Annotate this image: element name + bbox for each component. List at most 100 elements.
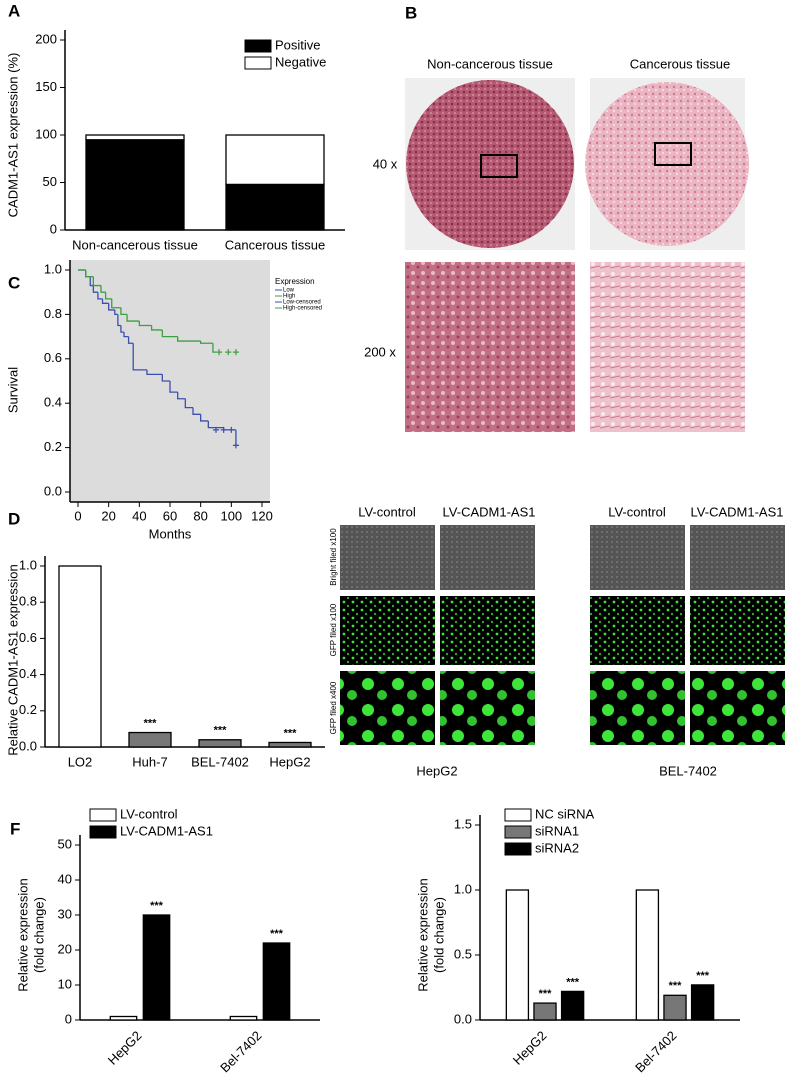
bar xyxy=(225,183,325,231)
legend-swatch xyxy=(244,56,272,70)
legend-title: Expression xyxy=(275,277,315,286)
image xyxy=(340,671,435,745)
significance-label: *** xyxy=(150,900,164,912)
y-tick-label: 0.6 xyxy=(19,630,37,645)
y-tick-label: 1.0 xyxy=(19,557,37,572)
image xyxy=(440,525,535,590)
legend-label: NC siRNA xyxy=(535,806,595,821)
significance-label: *** xyxy=(144,717,158,729)
row-label: GFP filed x400 xyxy=(329,681,338,734)
bar xyxy=(128,731,172,748)
survival-step xyxy=(150,325,163,331)
image xyxy=(590,671,685,745)
tissue-images xyxy=(405,78,749,432)
survival-step xyxy=(184,398,193,409)
x-tick-label: Huh-7 xyxy=(132,754,167,769)
censor-mark xyxy=(216,349,223,356)
y-tick-label: 0.0 xyxy=(454,1011,472,1026)
bar xyxy=(142,914,171,1021)
y-tick-label: 1.0 xyxy=(454,881,472,896)
column-label: LV-control xyxy=(358,504,416,519)
survival-step xyxy=(200,414,209,422)
zoom-box xyxy=(480,154,518,178)
image xyxy=(440,596,535,665)
bar xyxy=(225,134,325,186)
y-tick-label: 20 xyxy=(58,941,72,956)
bar xyxy=(560,990,585,1021)
legend-swatch xyxy=(504,825,532,839)
y-tick-label: 30 xyxy=(58,906,72,921)
x-tick-label: Bel-7402 xyxy=(217,1028,264,1075)
legend-label: High-censored xyxy=(283,306,322,312)
cell-line-label: HepG2 xyxy=(416,763,457,778)
column-label: LV-CADM1-AS1 xyxy=(443,504,536,519)
column-label: LV-control xyxy=(608,504,666,519)
x-tick-label: Cancerous tissue xyxy=(225,237,325,252)
bar xyxy=(663,994,687,1021)
image xyxy=(690,596,785,665)
survival-step xyxy=(127,336,134,344)
significance-label: *** xyxy=(669,980,683,992)
survival-step xyxy=(104,292,112,300)
bar xyxy=(109,1015,138,1021)
image xyxy=(405,262,575,432)
cell-line-label: BEL-7402 xyxy=(659,763,717,778)
column-label: Cancerous tissue xyxy=(630,56,730,71)
y-tick-label: 0 xyxy=(50,221,57,236)
survival-step xyxy=(97,292,103,300)
significance-label: *** xyxy=(566,976,580,988)
x-tick-label: BEL-7402 xyxy=(191,754,249,769)
bar xyxy=(690,984,715,1021)
x-tick-label: LO2 xyxy=(68,754,93,769)
x-tick-label: HepG2 xyxy=(510,1028,550,1068)
y-tick-label: 0.4 xyxy=(44,395,62,410)
image xyxy=(590,262,745,432)
censor-mark xyxy=(225,349,232,356)
bar xyxy=(85,139,185,231)
survival-step xyxy=(207,420,224,429)
y-tick-label: 50 xyxy=(58,836,72,851)
row-label: 200 x xyxy=(364,344,396,359)
survival-step xyxy=(132,343,147,371)
legend-label: siRNA2 xyxy=(535,840,579,855)
image xyxy=(406,80,574,248)
survival-step xyxy=(120,325,124,333)
y-tick-label: 0.0 xyxy=(44,483,62,498)
y-axis-label: Relative expression xyxy=(415,878,430,991)
bar xyxy=(505,889,530,1021)
censor-mark xyxy=(228,426,235,433)
survival-step xyxy=(114,309,118,316)
y-tick-label: 0.8 xyxy=(44,306,62,321)
legend-label: Low-censored xyxy=(283,300,321,306)
survival-step xyxy=(108,303,115,311)
y-tick-label: 0.4 xyxy=(19,666,37,681)
bar xyxy=(635,889,660,1021)
survival-step xyxy=(146,369,163,375)
y-tick-label: 50 xyxy=(43,174,57,189)
x-tick-label: 100 xyxy=(220,508,242,523)
image xyxy=(340,596,435,665)
y-axis-label: Survival xyxy=(5,367,20,413)
y-tick-label: 1.0 xyxy=(44,261,62,276)
image xyxy=(590,596,685,665)
row-label: GFP filed x100 xyxy=(329,603,338,656)
significance-label: *** xyxy=(539,988,553,1000)
survival-step xyxy=(89,276,94,287)
y-tick-label: 0.2 xyxy=(44,439,62,454)
survival-step xyxy=(169,381,178,393)
y-tick-label: 200 xyxy=(35,31,57,46)
y-tick-label: 40 xyxy=(58,871,72,886)
y-axis-label: (fold change) xyxy=(31,897,46,973)
panel-label: F xyxy=(10,819,20,838)
bar xyxy=(268,741,312,748)
x-tick-label: Bel-7402 xyxy=(632,1028,679,1075)
x-tick-label: Non-cancerous tissue xyxy=(72,237,198,252)
bar xyxy=(85,134,185,141)
y-axis-label: CADM1-AS1 expression (%) xyxy=(5,53,20,218)
significance-label: *** xyxy=(284,727,298,739)
legend-label: Low xyxy=(283,288,295,294)
y-tick-label: 1.5 xyxy=(454,816,472,831)
y-tick-label: 0.6 xyxy=(44,350,62,365)
image xyxy=(340,525,435,590)
column-label: LV-CADM1-AS1 xyxy=(691,504,784,519)
